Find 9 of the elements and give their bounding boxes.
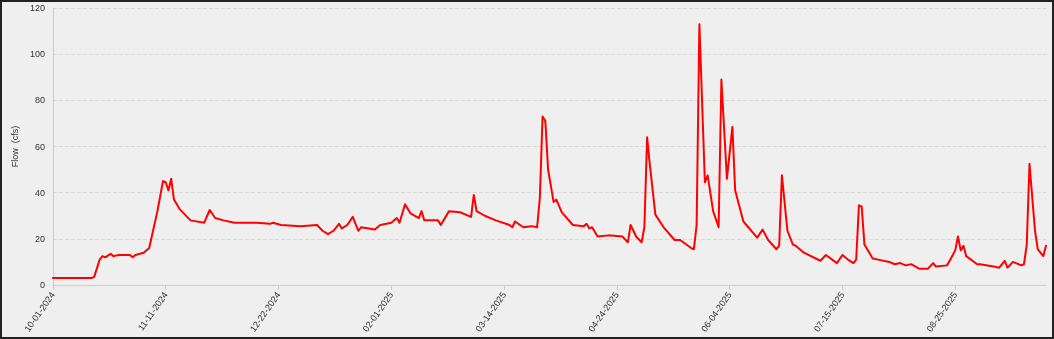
y-tick-label: 80 — [34, 95, 45, 106]
y-tick-label: 20 — [34, 233, 45, 244]
y-tick-label: 0 — [39, 280, 45, 290]
y-tick-label: 120 — [29, 3, 45, 13]
y-tick-label: 40 — [34, 187, 45, 198]
line-series — [51, 23, 1047, 280]
y-tick-label: 60 — [34, 141, 45, 152]
y-tick-label: 100 — [29, 49, 45, 60]
y-axis-title: Flow (cfs) — [9, 125, 20, 168]
